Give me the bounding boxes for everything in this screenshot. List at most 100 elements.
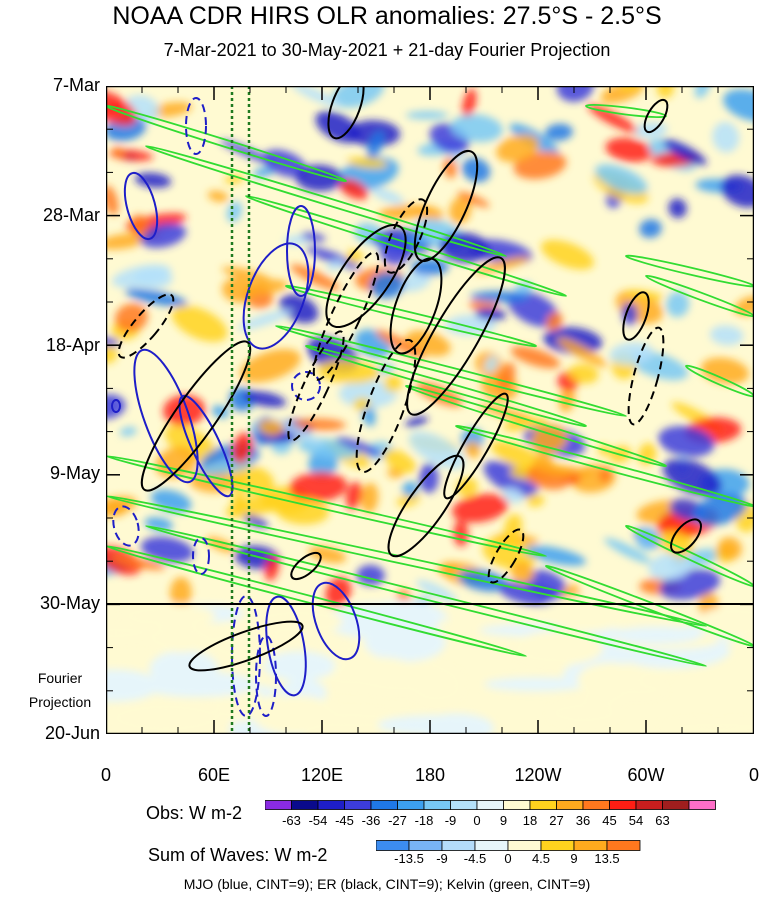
wave-contour (625, 524, 754, 588)
anomaly-patch (482, 536, 537, 570)
anomaly-patch (668, 198, 687, 219)
x-tick-label: 0 (100, 765, 111, 785)
anomaly-patch (452, 493, 509, 523)
projection-patch (377, 715, 492, 734)
wave-contour (413, 149, 479, 263)
colorbar-label: 4.5 (532, 851, 550, 866)
anomaly-patch (360, 482, 379, 513)
anomaly-patch (106, 343, 118, 364)
wave-contour (685, 364, 754, 398)
colorbar-label: 54 (629, 813, 643, 828)
anomaly-patch (258, 419, 285, 436)
anomaly-patch (289, 472, 348, 502)
projection-patch (698, 606, 754, 638)
projection-patch (106, 624, 152, 642)
wave-contour (625, 254, 754, 288)
wave-contour (133, 348, 199, 484)
wave-contour (622, 291, 650, 341)
anomaly-patch (511, 561, 535, 584)
anomaly-patch (119, 426, 137, 437)
anomaly-patch (207, 190, 229, 202)
wave-contour (311, 581, 361, 661)
colorbar-label: 18 (523, 813, 537, 828)
anomaly-patch (709, 325, 744, 346)
anomaly-patch (231, 432, 253, 464)
wave-contour (643, 98, 669, 134)
anomaly-patch (540, 239, 594, 270)
anomaly-patch (546, 312, 563, 331)
anomaly-patch (405, 416, 428, 428)
wave-contour (111, 399, 121, 413)
y-tick-label: 28-Mar (42, 205, 100, 225)
x-tick-label: 60W (627, 765, 665, 785)
anomaly-patch (662, 458, 722, 496)
wave-contour (405, 384, 667, 468)
anomaly-patch (339, 379, 397, 409)
projection-patch (209, 625, 283, 662)
colorbar-label: 27 (549, 813, 563, 828)
colorbar-label: -36 (362, 813, 381, 828)
wave-contour (285, 284, 537, 348)
wave-contour (185, 97, 207, 155)
wave-contour (645, 274, 754, 318)
anomaly-patch (253, 167, 276, 177)
colorbar-swatch (408, 840, 443, 851)
anomaly-patch (134, 172, 172, 188)
anomaly-patch (604, 537, 652, 564)
anomaly-patch (110, 555, 166, 570)
projection-patch (661, 719, 754, 734)
anomaly-patch (559, 387, 576, 413)
anomaly-patch (239, 349, 301, 383)
anomaly-patch (490, 440, 545, 472)
wave-contour (670, 518, 702, 554)
colorbar-swatch (582, 800, 610, 810)
plot-area (106, 86, 754, 734)
anomaly-patch (244, 279, 289, 295)
wave-contour (387, 454, 465, 558)
colorbar-label: -63 (282, 813, 301, 828)
x-tick-label: 120W (514, 765, 562, 785)
projection-patch (121, 603, 216, 628)
wave-contour (487, 528, 525, 584)
anomaly-patch (475, 307, 506, 321)
anomaly-patch (134, 267, 173, 289)
anomaly-patch (568, 364, 599, 384)
anomaly-patch (169, 577, 192, 609)
anomaly-patch (639, 219, 662, 238)
axes (106, 86, 754, 734)
wave-contour (443, 392, 509, 500)
wave-contour (290, 551, 322, 581)
colorbar-swatch (606, 840, 641, 851)
anomaly-patch (497, 362, 516, 392)
wave-contour (188, 620, 304, 672)
anomaly-patch (129, 214, 149, 237)
colorbar-swatch (344, 800, 372, 810)
wave-contour (140, 340, 252, 492)
anomaly-patch (276, 498, 330, 525)
anomaly-patch (369, 271, 405, 299)
projection-patch (577, 662, 644, 698)
colorbar-swatch (635, 800, 663, 810)
anomaly-patch (545, 123, 573, 141)
anomaly-patch (237, 309, 293, 331)
colorbar-label: 63 (655, 813, 669, 828)
anomaly-patch (243, 514, 268, 528)
colorbar-swatch (317, 800, 345, 810)
x-tick-label: 0 (748, 765, 759, 785)
anomaly-patch (106, 233, 148, 250)
anomaly-patch (221, 266, 272, 283)
anomaly-patch (125, 288, 188, 307)
anomaly-patch (346, 249, 363, 264)
anomaly-patch (496, 134, 540, 163)
anomaly-patch (347, 120, 401, 147)
wave-contour (383, 198, 429, 274)
projection-patch (148, 624, 213, 653)
anomaly-patch (734, 295, 754, 316)
colorbar-label: -9 (445, 813, 457, 828)
anomaly-patch (419, 463, 439, 494)
colorbar-swatch (688, 800, 716, 810)
anomaly-patch (291, 86, 342, 108)
x-tick-label: 180 (414, 765, 446, 785)
wave-contour (406, 256, 506, 416)
anomaly-patch (450, 114, 503, 143)
